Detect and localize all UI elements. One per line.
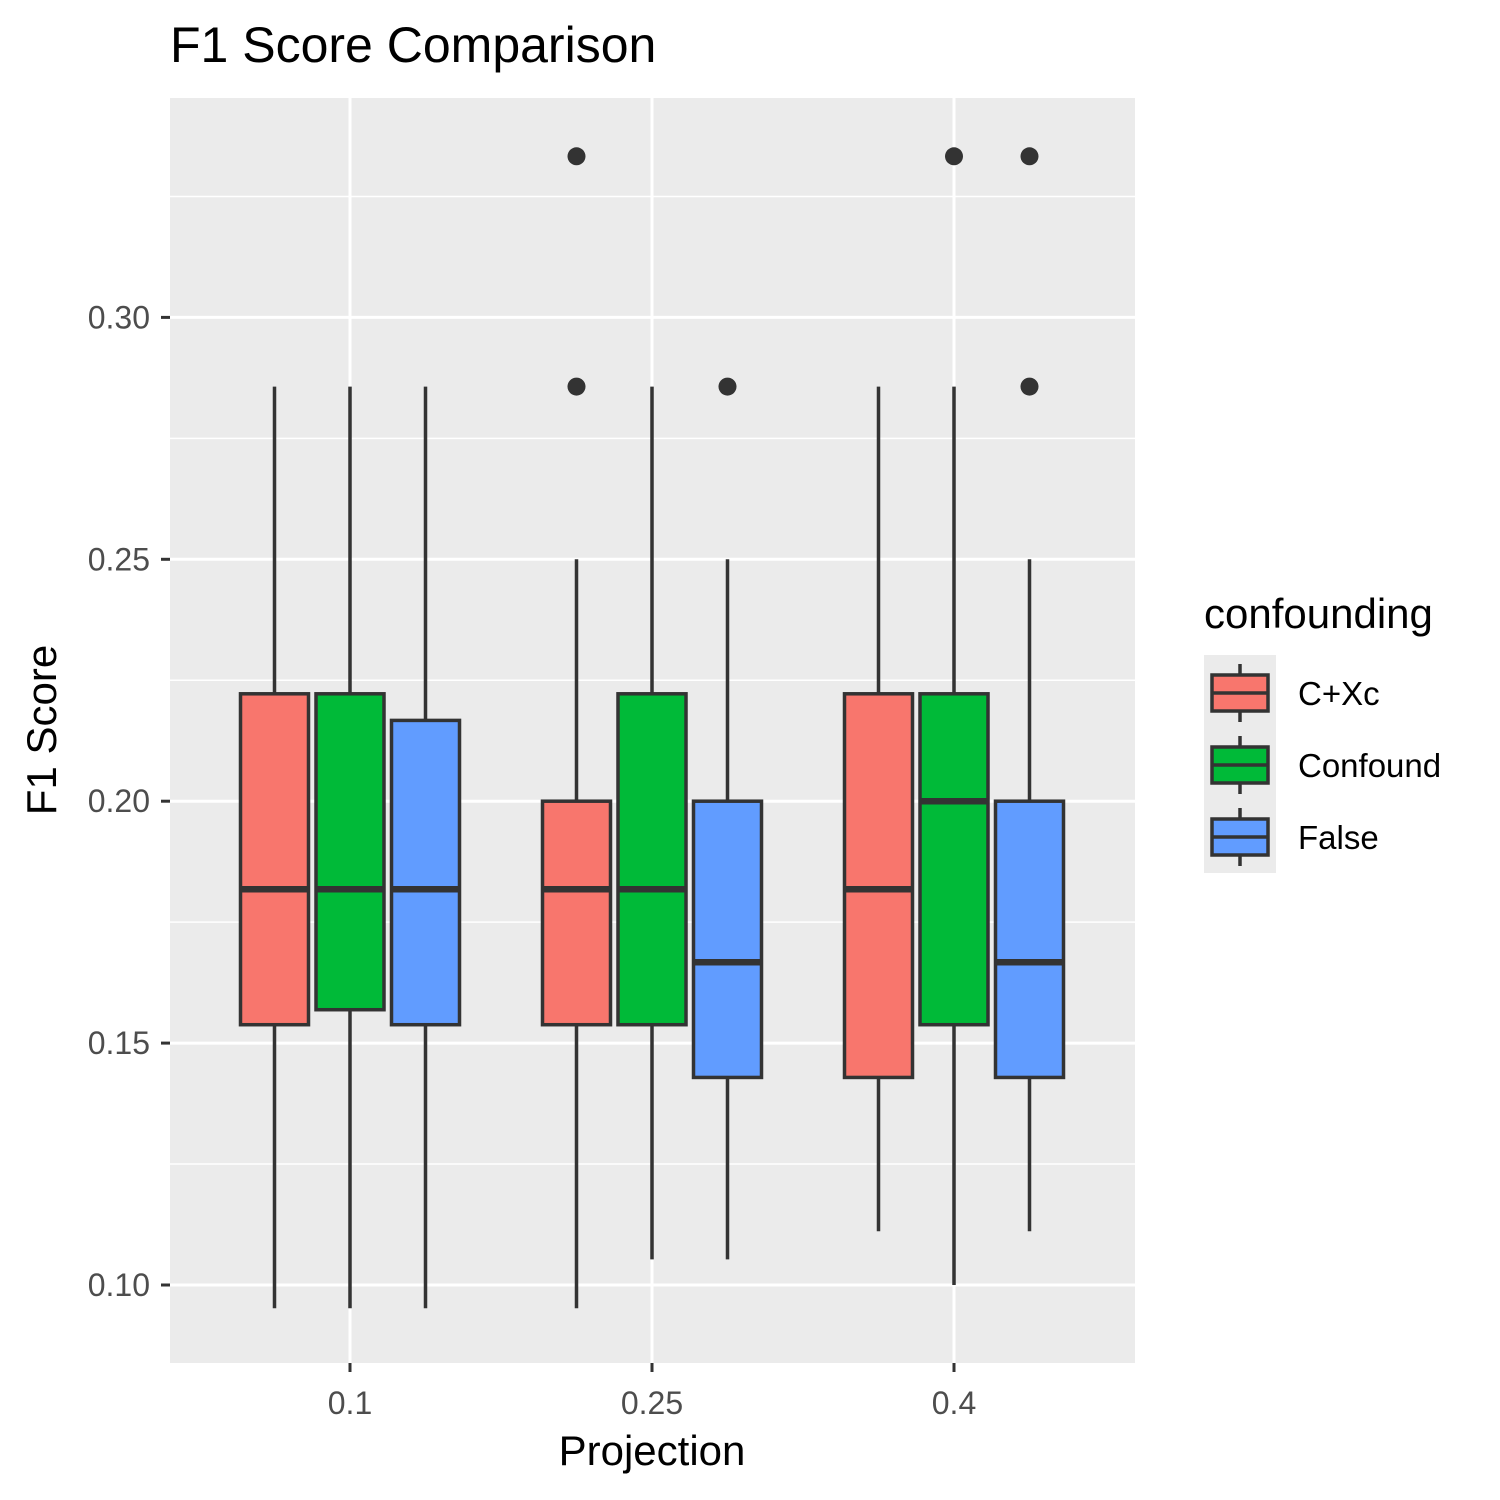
box-body (540, 799, 613, 1027)
y-axis-title: F1 Score (18, 645, 65, 815)
legend-item-Confound: Confound (1210, 736, 1441, 794)
x-tick-label: 0.4 (932, 1385, 976, 1421)
chart-title: F1 Score Comparison (170, 17, 656, 73)
box-False-0.25 (691, 377, 764, 1260)
box-body (389, 718, 462, 1027)
outlier-point (1020, 377, 1039, 396)
box-body (993, 799, 1066, 1080)
box-body (842, 692, 915, 1080)
box-C+Xc-0.4 (842, 386, 915, 1232)
outlier-point (567, 147, 586, 166)
x-axis: 0.1 0.25 0.4 (328, 1363, 976, 1421)
legend-label: C+Xc (1298, 675, 1380, 712)
y-tick-label: 0.10 (88, 1267, 150, 1303)
box-body (616, 692, 688, 1027)
box-body (691, 799, 764, 1080)
box-C+Xc-0.25 (540, 147, 613, 1309)
legend-title: confounding (1204, 590, 1433, 637)
y-axis: 0.10 0.15 0.20 0.25 0.30 (88, 299, 170, 1303)
x-tick-label: 0.25 (621, 1385, 683, 1421)
box-Confound-0.4 (918, 147, 990, 1285)
box-Confound-0.25 (616, 386, 688, 1260)
y-tick-label: 0.15 (88, 1025, 150, 1061)
outlier-point (718, 377, 737, 396)
legend-label: False (1298, 819, 1379, 856)
box-body (238, 692, 311, 1027)
x-axis-title: Projection (559, 1427, 746, 1474)
box-C+Xc-0.1 (238, 386, 311, 1309)
outlier-point (567, 377, 586, 396)
y-tick-label: 0.25 (88, 541, 150, 577)
box-body (918, 692, 990, 1027)
box-False-0.4 (993, 147, 1066, 1232)
outlier-point (945, 147, 963, 166)
outlier-point (1020, 147, 1039, 166)
y-tick-label: 0.20 (88, 783, 150, 819)
legend-item-False: False (1210, 808, 1379, 866)
box-False-0.1 (389, 386, 462, 1309)
legend-label: Confound (1298, 747, 1441, 784)
legend: confounding C+Xc Confound False (1204, 590, 1441, 873)
y-tick-label: 0.30 (88, 299, 150, 335)
boxplot-layer (238, 147, 1066, 1309)
legend-item-C+Xc: C+Xc (1210, 664, 1380, 722)
box-Confound-0.1 (314, 386, 386, 1309)
x-tick-label: 0.1 (328, 1385, 372, 1421)
box-body (314, 692, 386, 1012)
